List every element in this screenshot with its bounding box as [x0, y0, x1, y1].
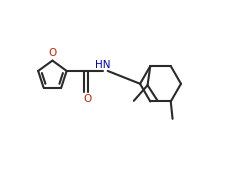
Text: O: O: [84, 94, 92, 104]
Text: O: O: [48, 48, 57, 58]
Text: HN: HN: [95, 60, 111, 70]
